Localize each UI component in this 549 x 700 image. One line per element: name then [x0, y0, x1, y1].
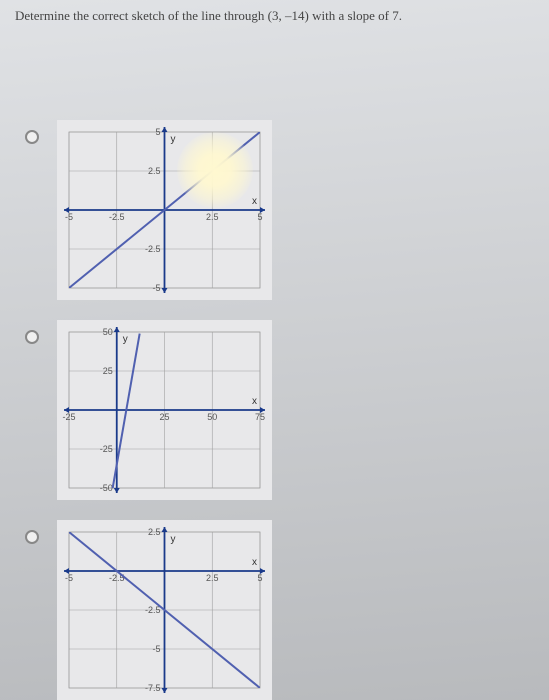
svg-text:25: 25 — [159, 412, 169, 422]
question-text: Determine the correct sketch of the line… — [15, 8, 402, 24]
svg-text:-7.5: -7.5 — [145, 683, 161, 693]
svg-text:-2.5: -2.5 — [109, 212, 125, 222]
svg-text:-5: -5 — [152, 283, 160, 293]
svg-text:2.5: 2.5 — [148, 166, 161, 176]
svg-text:y: y — [171, 134, 176, 145]
svg-text:-5: -5 — [152, 644, 160, 654]
svg-text:-25: -25 — [62, 412, 75, 422]
svg-text:5: 5 — [257, 573, 262, 583]
svg-text:50: 50 — [207, 412, 217, 422]
svg-text:50: 50 — [103, 327, 113, 337]
svg-text:75: 75 — [255, 412, 265, 422]
chart-a: -5-2.52.55-5-2.52.55xy — [57, 120, 272, 300]
svg-text:y: y — [171, 534, 176, 545]
option-b-row: -25 25 50 75 -50 -25 25 50 x y — [25, 320, 272, 500]
chart-c: -5-2.52.55-7.5-5-2.52.5xy — [57, 520, 272, 700]
svg-text:y: y — [123, 334, 128, 345]
option-a-row: -5-2.52.55-5-2.52.55xy — [25, 120, 272, 300]
radio-a[interactable] — [25, 130, 39, 144]
svg-text:-5: -5 — [65, 212, 73, 222]
svg-text:x: x — [252, 396, 257, 407]
svg-text:-5: -5 — [65, 573, 73, 583]
svg-text:-25: -25 — [100, 444, 113, 454]
chart-b: -25 25 50 75 -50 -25 25 50 x y — [57, 320, 272, 500]
svg-text:25: 25 — [103, 366, 113, 376]
option-c-row: -5-2.52.55-7.5-5-2.52.5xy — [25, 520, 272, 700]
svg-text:2.5: 2.5 — [148, 527, 161, 537]
svg-text:x: x — [252, 196, 257, 207]
svg-text:-50: -50 — [100, 483, 113, 493]
worksheet-page: Determine the correct sketch of the line… — [0, 0, 549, 700]
svg-text:2.5: 2.5 — [206, 573, 219, 583]
svg-text:5: 5 — [155, 127, 160, 137]
svg-text:2.5: 2.5 — [206, 212, 219, 222]
svg-text:5: 5 — [257, 212, 262, 222]
svg-text:-2.5: -2.5 — [145, 605, 161, 615]
svg-text:-2.5: -2.5 — [145, 244, 161, 254]
radio-c[interactable] — [25, 530, 39, 544]
radio-b[interactable] — [25, 330, 39, 344]
svg-text:x: x — [252, 557, 257, 568]
